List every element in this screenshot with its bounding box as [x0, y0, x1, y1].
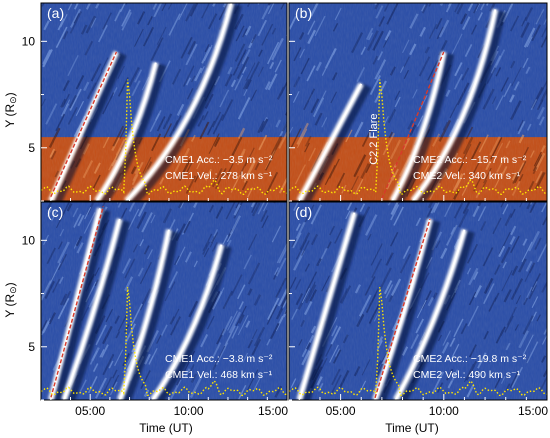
panel-label: (a)	[47, 5, 64, 21]
cme-front-core	[49, 208, 102, 400]
front-shadow	[394, 53, 455, 201]
panel-a: (a) CME1 Acc.: −3.5 m s⁻² CME1 Vel.: 278 k…	[22, 2, 288, 202]
fit-line	[374, 218, 431, 399]
front-shadow	[376, 219, 441, 400]
y-axis-label-text: Y (R	[3, 294, 17, 318]
cme-front-core	[151, 244, 223, 400]
x-tick-label: 05:00	[326, 404, 356, 418]
front-shadow	[121, 230, 180, 400]
front-shadow	[397, 230, 475, 400]
fit-line	[50, 51, 118, 198]
x-tick-label: 15:00	[518, 404, 548, 418]
fit-annotation: CME2 Acc.: −19.8 m s⁻²	[413, 353, 527, 365]
panel-d: (d) CME2 Acc.: −19.8 m s⁻² CME2 Vel.: 490 …	[288, 201, 548, 418]
y-axis-label-sub: ⊙	[8, 96, 18, 104]
fit-annotation: CME2 Vel.: 490 km s⁻¹	[413, 369, 521, 381]
map-image	[289, 3, 547, 201]
y-axis-label-top: Y (R⊙)	[3, 92, 18, 127]
cme-front-core	[95, 62, 157, 201]
x-tick-label: 15:00	[258, 404, 288, 418]
panel-frame	[40, 2, 288, 202]
front-shadow	[129, 3, 242, 201]
front-shadow	[99, 63, 167, 201]
panel-label: (b)	[295, 5, 312, 21]
front-shadow	[52, 52, 127, 201]
fit-annotation: CME2 Acc.: −15.7 m s⁻²	[413, 154, 527, 166]
x-axis-label-left: Time (UT)	[139, 421, 193, 435]
map-image	[289, 202, 547, 400]
y-tick-label: 10	[22, 233, 36, 247]
panel-label: (c)	[47, 204, 63, 220]
y-axis-label-bottom: Y (R⊙)	[3, 282, 18, 317]
cme-front-core	[118, 229, 170, 400]
x-axis-label-right: Time (UT)	[385, 421, 439, 435]
x-tick-label: 10:00	[429, 404, 459, 418]
cme-front-core	[63, 218, 121, 400]
y-axis-label-close: )	[3, 92, 17, 96]
flare-flux-curve	[289, 79, 547, 196]
cme-front-core	[391, 51, 445, 201]
map-image	[41, 202, 287, 400]
fit-annotation: CME1 Vel.: 278 km s⁻¹	[165, 170, 273, 182]
cme-front-core	[125, 3, 233, 201]
flare-label: C2.2 Flare	[368, 113, 380, 164]
x-tick-label: 10:00	[174, 404, 204, 418]
panel-b: (b) CME2 Acc.: −15.7 m s⁻² CME2 Vel.: 340 …	[288, 2, 548, 202]
panel-label: (d)	[295, 204, 312, 220]
cme-front-core	[298, 83, 363, 201]
fit-annotation: CME1 Vel.: 468 km s⁻¹	[165, 369, 273, 381]
front-shadow	[52, 209, 111, 400]
y-axis-label-text: Y (R	[3, 104, 17, 128]
front-shadow	[301, 83, 372, 201]
y-axis-label-close: )	[3, 282, 17, 286]
panels: (a) CME1 Acc.: −3.5 m s⁻² CME1 Vel.: 278 k…	[22, 2, 548, 418]
fit-line	[50, 206, 104, 399]
panel-c: (c) CME1 Acc.: −3.8 m s⁻² CME1 Vel.: 468 k…	[22, 201, 288, 418]
front-shadow	[415, 10, 506, 201]
panel-frame	[40, 201, 288, 401]
panel-frame	[288, 201, 548, 401]
front-shadow	[301, 213, 365, 400]
cme-front-core	[298, 212, 356, 400]
panel-frame	[288, 2, 548, 202]
fit-annotation: CME1 Acc.: −3.8 m s⁻²	[165, 353, 273, 365]
flare-flux-curve	[41, 79, 287, 196]
y-axis-label-sub: ⊙	[8, 286, 18, 294]
y-tick-label: 5	[28, 340, 35, 354]
y-tick-label: 5	[28, 141, 35, 155]
cme-front-core	[412, 9, 497, 201]
flare-flux-curve	[289, 287, 547, 397]
cme-front-core	[374, 218, 432, 400]
fit-line	[381, 51, 445, 200]
fit-annotation: CME1 Acc.: −3.5 m s⁻²	[165, 154, 273, 166]
cme-front-core	[394, 229, 466, 400]
y-tick-label: 10	[22, 34, 36, 48]
front-shadow	[154, 245, 232, 400]
fit-annotation: CME2 Vel.: 340 km s⁻¹	[413, 170, 521, 182]
map-image	[41, 3, 287, 201]
x-tick-label: 05:00	[75, 404, 105, 418]
front-shadow	[65, 219, 131, 400]
